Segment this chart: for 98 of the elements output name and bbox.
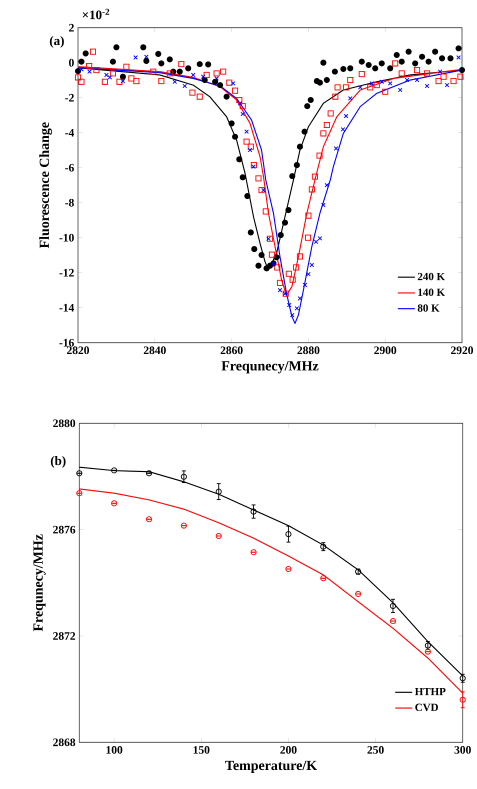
point <box>76 470 82 476</box>
y-tick-label: -14 <box>59 304 74 312</box>
point <box>444 82 450 88</box>
y-tick-label: 2868 <box>53 738 76 746</box>
point <box>424 648 431 655</box>
x-tick-label: 2920 <box>451 346 474 354</box>
point <box>111 500 118 506</box>
y-tick-label: -4 <box>65 128 74 136</box>
point <box>298 296 302 301</box>
point <box>310 262 314 268</box>
point <box>216 532 222 540</box>
x-tick-label: 100 <box>106 746 122 754</box>
point <box>172 79 178 84</box>
point <box>286 302 292 308</box>
y-tick-label: -16 <box>59 338 74 347</box>
x-tick-label: 150 <box>194 746 210 754</box>
point <box>302 282 308 288</box>
point <box>294 306 300 311</box>
point <box>314 239 318 244</box>
point <box>180 474 187 480</box>
point <box>214 76 219 81</box>
point <box>180 522 187 529</box>
y-tick-label: 2 <box>69 24 74 32</box>
point <box>76 490 82 496</box>
point <box>348 96 353 101</box>
point <box>438 69 442 74</box>
point <box>278 288 282 292</box>
x-tick-label: 300 <box>454 746 471 754</box>
point <box>318 236 322 241</box>
point <box>108 75 112 80</box>
point <box>398 88 402 92</box>
y-tick-label: -2 <box>65 94 74 102</box>
point <box>79 67 84 72</box>
point <box>104 72 109 78</box>
y-tick-label: -8 <box>65 198 74 207</box>
point <box>404 78 410 82</box>
x-axis-title: Temperature/K <box>225 760 318 773</box>
x-tick-label: 2880 <box>297 346 320 354</box>
point <box>144 54 149 60</box>
legend-label: 140 K <box>418 288 446 296</box>
point <box>344 114 348 118</box>
x-tick-label: 200 <box>280 746 297 754</box>
point <box>414 78 420 82</box>
legend-label: CVD <box>415 704 438 712</box>
point <box>306 272 311 276</box>
y-axis-title: Fluorescence Change <box>39 122 52 248</box>
point <box>190 72 196 78</box>
x-axis-title: Frequnecy/MHz <box>222 361 318 374</box>
y-tick-label: 2872 <box>53 632 76 640</box>
point <box>324 182 330 188</box>
y-axis-title: Frequnecy/MHz <box>33 534 46 632</box>
point <box>120 78 126 84</box>
point <box>182 84 188 88</box>
point <box>200 74 206 79</box>
point <box>261 188 266 192</box>
x-tick-label: 2840 <box>144 346 166 354</box>
point <box>424 84 430 88</box>
point <box>320 575 326 582</box>
text: ×10$^{-2}$ <box>82 8 110 20</box>
point <box>379 79 384 84</box>
x-tick-label: 2900 <box>374 346 396 354</box>
point <box>146 470 152 476</box>
text: (b) <box>50 456 66 468</box>
point <box>358 85 363 90</box>
point <box>244 129 249 134</box>
x-tick-label: 2860 <box>220 346 243 354</box>
y-tick-label: -12 <box>59 268 74 276</box>
legend-label: HTHP <box>414 688 446 696</box>
x-tick-label: 250 <box>367 746 384 754</box>
point <box>133 55 138 60</box>
point <box>456 55 461 60</box>
point <box>238 101 242 106</box>
y-tick-label: 0 <box>68 58 74 67</box>
x-tick-label: 2820 <box>67 346 90 354</box>
y-tick-label: 2876 <box>53 526 76 534</box>
text: (a) <box>50 36 64 48</box>
point <box>240 112 246 116</box>
point <box>290 312 295 318</box>
legend-label: 240 K <box>418 272 446 280</box>
point <box>250 549 257 556</box>
point <box>340 127 346 132</box>
point <box>87 69 92 74</box>
point <box>388 81 392 86</box>
point <box>230 81 236 86</box>
point <box>334 146 338 151</box>
point <box>321 202 326 208</box>
point <box>390 618 396 624</box>
point <box>369 81 374 86</box>
y-tick-label: -6 <box>65 164 74 172</box>
legend-label: 80 K <box>418 304 440 312</box>
point <box>146 516 152 522</box>
y-tick-label: -10 <box>59 234 74 242</box>
point <box>355 590 362 598</box>
y-tick-label: 2880 <box>53 419 76 428</box>
point <box>266 236 271 242</box>
point <box>248 148 252 152</box>
point <box>285 566 292 572</box>
point <box>111 467 118 474</box>
